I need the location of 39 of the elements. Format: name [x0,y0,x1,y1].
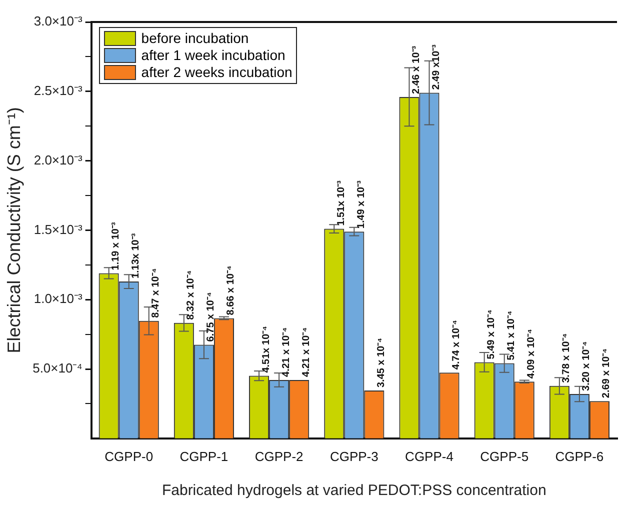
x-tick-label: CGPP-0 [104,448,154,464]
data-label: 3.45 x 10⁻⁴ [376,338,387,388]
legend-label: before incubation [141,30,249,47]
data-label: 2.69 x 10⁻⁴ [601,348,612,398]
data-label: 8.66 x 10⁻⁴ [226,265,237,316]
legend-label: after 1 week incubation [141,47,286,64]
data-label: 5.41 x 10⁻⁴ [506,310,518,360]
y-tick-label: 3.0×10⁻³ [34,14,83,29]
y-tick-label: 1.0×10⁻³ [34,291,83,306]
x-tick-label: CGPP-1 [180,448,228,464]
data-label: 3.20 x 10⁻⁴ [581,341,592,391]
data-label: 1.49 x 10⁻³ [356,180,367,229]
data-label: 2.46 x 10⁻³ [410,45,422,94]
y-axis-title: Electrical Conductivity (S cm⁻¹) [4,107,24,354]
y-tick-label: 5.0×10⁻⁴ [32,360,82,376]
x-tick-label: CGPP-5 [480,448,529,464]
data-label: 8.47 x 10⁻⁴ [150,268,162,318]
data-label: 5.49 x 10⁻⁴ [486,309,498,360]
x-tick-label: CGPP-6 [555,448,604,464]
data-label: 4.09 x 10⁻⁴ [526,328,538,379]
data-label: 1.19 x 10⁻³ [110,222,122,270]
data-label: 8.32 x 10⁻⁴ [186,270,197,320]
y-tick-label: 2.0×10⁻³ [34,152,83,168]
data-label: 4.74 x 10⁻⁴ [451,320,462,370]
data-label: 4.51x 10⁻⁴ [260,326,272,373]
data-label: 6.75 x 10⁻⁴ [206,292,217,342]
y-tick-label: 1.5×10⁻³ [34,222,83,237]
data-label: 4.21 x 10⁻⁴ [300,327,312,377]
data-label: 3.78 x 10⁻⁴ [561,333,572,383]
data-label: 1.51x 10⁻³ [336,180,347,226]
data-label: 2.49 x10⁻³ [431,44,442,90]
legend-label: after 2 weeks incubation [141,64,292,81]
y-tick-label: 2.5×10⁻³ [34,82,83,98]
x-tick-label: CGPP-3 [330,448,378,464]
data-label: 4.21 x 10⁻⁴ [280,327,292,377]
x-axis-title: Fabricated hydrogels at varied PEDOT:PSS concentration [162,482,546,500]
x-tick-label: CGPP-2 [254,448,304,464]
x-tick-label: CGPP-4 [405,448,454,464]
data-label: 1.13x 10⁻³ [130,232,142,279]
